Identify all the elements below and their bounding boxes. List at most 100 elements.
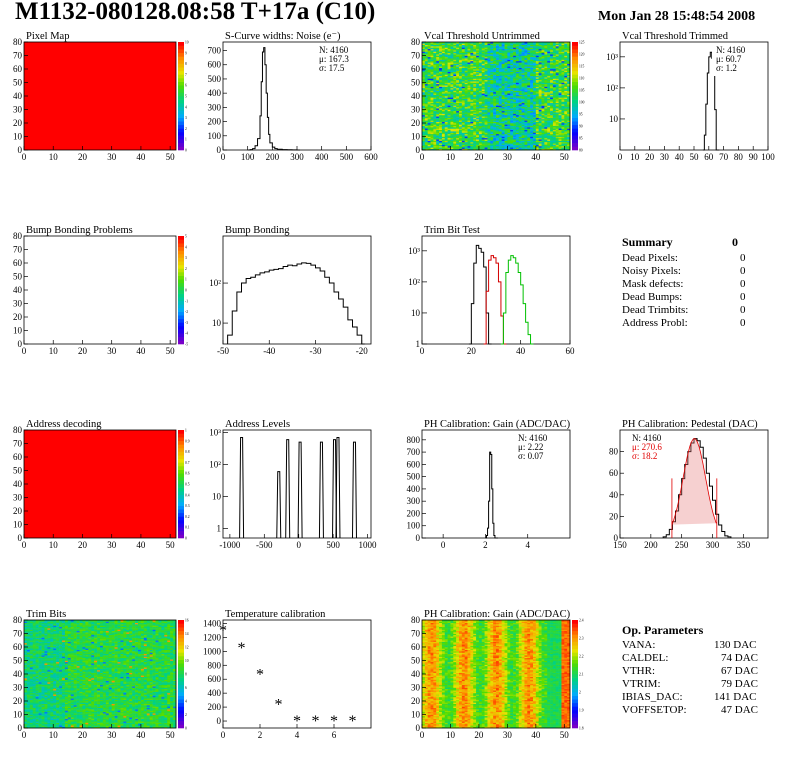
map-cell	[453, 116, 457, 118]
map-cell	[433, 85, 437, 87]
map-cell	[461, 96, 465, 98]
map-cell	[453, 48, 457, 51]
map-cell	[453, 66, 457, 68]
map-cell	[461, 110, 465, 113]
map-cell	[439, 114, 443, 117]
map-cell	[427, 148, 431, 151]
map-cell	[424, 102, 428, 105]
palette-segment	[178, 96, 184, 100]
map-cell	[439, 140, 443, 143]
y-tick-label: 50	[13, 78, 23, 88]
map-cell	[453, 132, 457, 135]
map-cell	[444, 70, 448, 72]
map-cell	[436, 89, 440, 91]
map-cell	[461, 83, 465, 86]
map-cell	[461, 58, 465, 60]
x-tick-label: 50	[560, 152, 570, 162]
map-cell	[459, 87, 463, 90]
map-cell	[441, 67, 446, 70]
map-cell	[436, 132, 440, 135]
x-tick-label: 40	[516, 346, 526, 356]
map-cell	[450, 58, 454, 60]
map-cell	[427, 116, 431, 118]
map-cell	[456, 112, 460, 114]
y-tick-label: 10	[13, 520, 23, 530]
palette-segment	[178, 45, 184, 50]
map-cell	[461, 102, 465, 105]
map-cell	[439, 106, 443, 109]
map-cell	[461, 145, 465, 148]
map-cell	[433, 74, 437, 77]
y-tick-label: 10³	[606, 52, 618, 62]
map-cell	[461, 56, 465, 59]
map-cell	[424, 63, 428, 66]
y-tick-label: 0	[18, 533, 23, 543]
palette-segment	[178, 527, 184, 532]
map-cell	[447, 44, 451, 47]
map-cell	[450, 90, 454, 93]
map-cell	[456, 97, 460, 99]
x-tick-label: 80	[734, 152, 744, 162]
map-cell	[430, 93, 434, 95]
map-cell	[444, 127, 448, 129]
map-cell	[424, 69, 428, 71]
map-cell	[430, 129, 434, 132]
map-cell	[424, 79, 428, 82]
plot-frame	[421, 235, 571, 345]
map-cell	[436, 136, 440, 139]
map-cell	[450, 74, 454, 77]
map-cell	[439, 46, 443, 48]
palette-tick-label: 2	[185, 267, 187, 271]
map-cell	[436, 144, 440, 147]
map-cell	[424, 66, 428, 68]
map-cell	[433, 127, 437, 129]
map-cell	[439, 73, 443, 75]
map-cell	[450, 54, 454, 56]
map-cell	[424, 109, 428, 112]
map-cell	[439, 64, 443, 67]
map-cell	[459, 97, 463, 99]
map-cell	[459, 73, 463, 75]
map-cell	[447, 91, 451, 94]
y-tick-label: 300	[407, 496, 421, 506]
y-tick-label: 30	[13, 493, 23, 503]
map-cell	[430, 78, 434, 81]
map-cell	[427, 94, 431, 97]
x-tick-label: 90	[749, 152, 759, 162]
map-cell	[433, 102, 437, 105]
map-cell	[453, 44, 457, 47]
address-peak	[276, 471, 282, 539]
map-cell	[430, 55, 434, 58]
map-cell	[430, 74, 434, 77]
map-cell	[436, 109, 440, 112]
map-cell	[459, 109, 463, 112]
map-cell	[444, 69, 448, 71]
map-cell	[430, 56, 434, 59]
map-cell	[450, 83, 454, 86]
map-cell	[430, 51, 434, 54]
map-cell	[424, 44, 428, 47]
map-cell	[430, 114, 434, 117]
map-cell	[456, 102, 460, 105]
map-cell	[453, 47, 457, 50]
map-cell	[450, 69, 454, 71]
map-cell	[453, 55, 457, 58]
map-cell	[459, 129, 463, 132]
map-cell	[422, 118, 426, 121]
map-cell	[444, 121, 448, 124]
x-tick-label: 50	[166, 346, 176, 356]
map-cell	[424, 71, 428, 74]
map-cell	[430, 85, 434, 87]
x-tick-label: -30	[310, 346, 322, 356]
map-cell	[433, 129, 437, 132]
map-cell	[441, 133, 446, 136]
map-cell	[430, 140, 434, 143]
map-cell	[441, 47, 446, 50]
palette-segment	[178, 106, 184, 111]
plot-frame	[222, 429, 372, 539]
map-cell	[427, 91, 431, 94]
palette-tick-label: 4	[185, 105, 187, 109]
x-tick-label: 600	[364, 152, 378, 162]
stats-line: σ: 17.5	[319, 63, 345, 73]
